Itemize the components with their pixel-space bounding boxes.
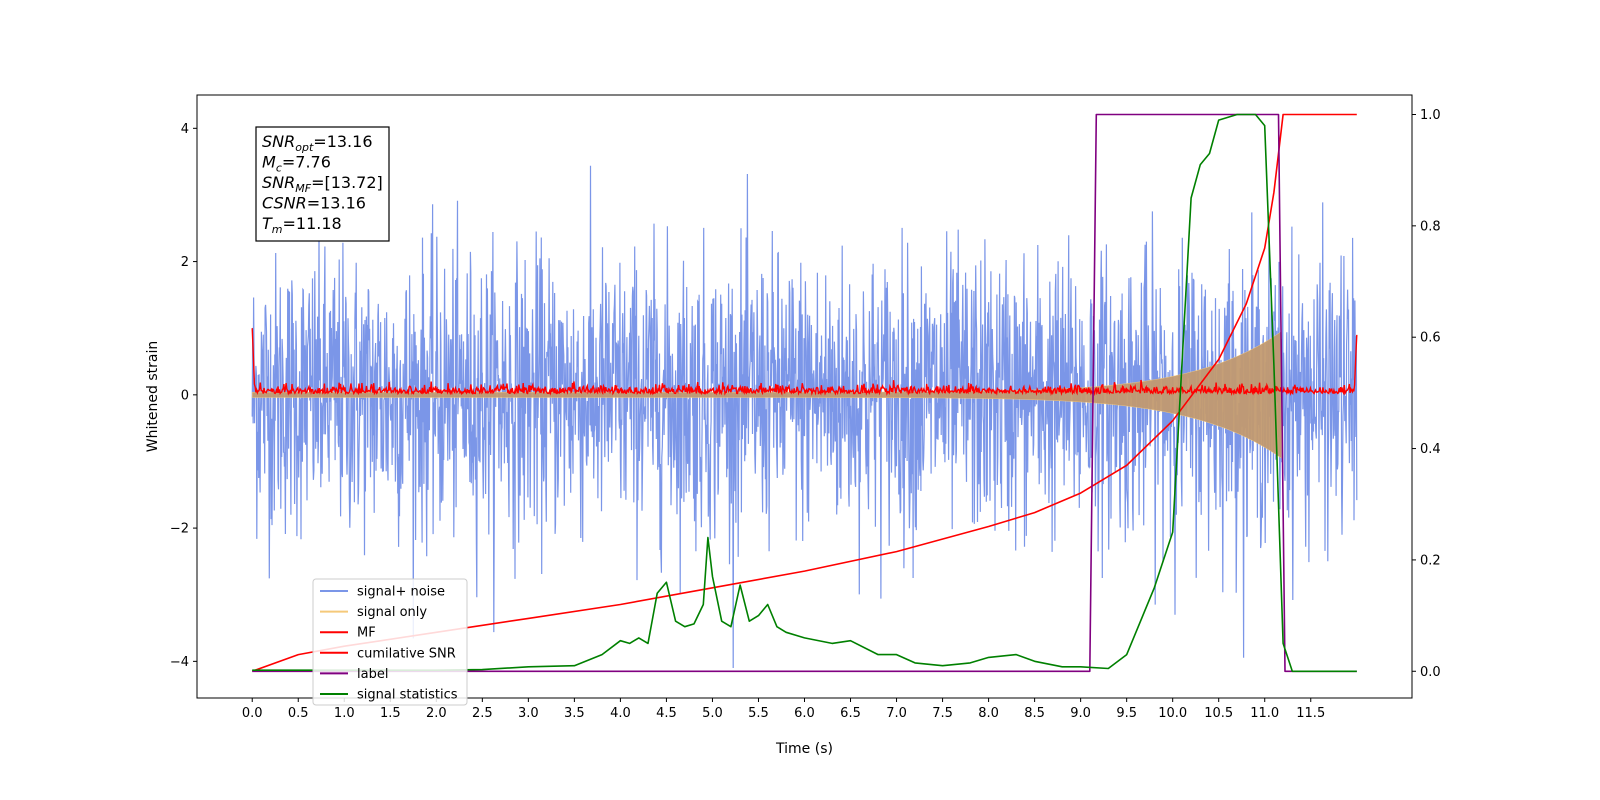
x-tick-label: 6.0	[794, 706, 815, 721]
x-tick-label: 3.5	[564, 706, 585, 721]
y-tick-label: −4	[170, 655, 189, 670]
series-mf-line	[251, 328, 1358, 397]
x-tick-label: 5.0	[702, 706, 723, 721]
annotation-line: SNRopt=13.16	[262, 132, 373, 154]
y-tick-label: 4	[181, 122, 189, 137]
y-tick-label: 2	[181, 255, 189, 270]
y-right-tick-label: 0.8	[1420, 219, 1441, 234]
annotation-line: Mc=7.76	[262, 153, 331, 175]
x-tick-label: 1.5	[380, 706, 401, 721]
x-tick-label: 11.0	[1250, 706, 1279, 721]
series-layer	[251, 113, 1358, 673]
x-tick-label: 11.5	[1296, 706, 1325, 721]
x-tick-label: 4.5	[656, 706, 677, 721]
x-tick-label: 7.0	[886, 706, 907, 721]
y-right-tick-label: 1.0	[1420, 108, 1441, 123]
x-tick-label: 9.5	[1116, 706, 1137, 721]
legend-label: label	[357, 667, 388, 682]
x-tick-label: 2.5	[472, 706, 493, 721]
x-tick-label: 0.5	[288, 706, 309, 721]
x-tick-label: 10.5	[1204, 706, 1233, 721]
legend-label: MF	[357, 626, 376, 641]
x-tick-label: 2.0	[426, 706, 447, 721]
x-tick-label: 9.0	[1070, 706, 1091, 721]
legend-label: signal statistics	[357, 688, 458, 703]
y-tick-label: 0	[181, 388, 189, 403]
x-tick-label: 1.0	[334, 706, 355, 721]
x-tick-label: 6.5	[840, 706, 861, 721]
y-right-tick-label: 0.4	[1420, 442, 1441, 457]
legend: signal+ noise signal only MF cumilative SNR…	[312, 578, 468, 706]
x-axis: 0.0 0.5 1.0 1.5 2.0 2.5 3.0 3.5 4.0 4.5 5.0 5.5 6.0 6…	[242, 698, 1325, 721]
y-axis-left: −4 −2 0 2 4	[170, 122, 197, 670]
legend-label: signal only	[357, 605, 427, 620]
y-right-tick-label: 0.2	[1420, 553, 1441, 568]
x-tick-label: 10.0	[1158, 706, 1187, 721]
series-signal-noise-line	[251, 165, 1358, 669]
y-tick-label: −2	[170, 522, 189, 537]
x-tick-label: 4.0	[610, 706, 631, 721]
x-tick-label: 3.0	[518, 706, 539, 721]
x-tick-label: 8.5	[1024, 706, 1045, 721]
x-tick-label: 7.5	[932, 706, 953, 721]
y-right-tick-label: 0.0	[1420, 665, 1441, 680]
x-tick-label: 5.5	[748, 706, 769, 721]
annotation-line: SNRMF=[13.72]	[262, 173, 383, 195]
annotation-line: Tm=11.18	[262, 214, 342, 236]
y-axis-label: Whitened strain	[145, 341, 161, 452]
stats-annotation-box: SNRopt=13.16Mc=7.76SNRMF=[13.72]CSNR=13.…	[255, 126, 390, 242]
y-right-tick-label: 0.6	[1420, 331, 1441, 346]
y-axis-right: 0.0 0.2 0.4 0.6 0.8 1.0	[1412, 108, 1441, 680]
x-tick-label: 0.0	[242, 706, 263, 721]
x-tick-label: 8.0	[978, 706, 999, 721]
annotation-line: CSNR=13.16	[262, 194, 366, 213]
legend-label: signal+ noise	[357, 585, 445, 600]
x-axis-label: Time (s)	[775, 741, 833, 757]
series-signal-statistics-line	[252, 113, 1357, 673]
legend-label: cumilative SNR	[357, 646, 456, 661]
